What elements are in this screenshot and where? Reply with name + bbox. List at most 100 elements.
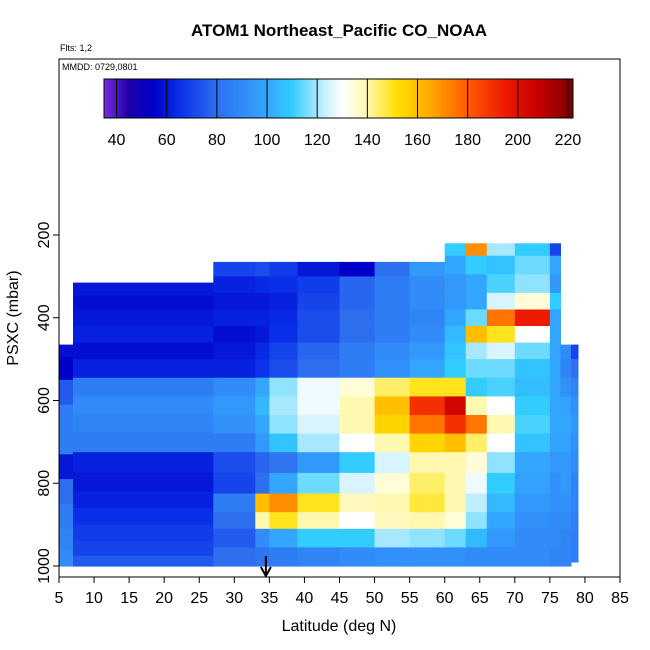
heatmap-cell: [570, 493, 579, 513]
plot-frame: [58, 58, 621, 578]
heatmap-cell: [374, 359, 411, 379]
heatmap-cell: [73, 524, 214, 542]
heatmap-cell: [486, 243, 516, 257]
heatmap-cell: [269, 472, 298, 495]
colorbar-segment: [150, 79, 155, 118]
heatmap-layer: [59, 243, 579, 567]
x-tick-label: 45: [331, 590, 349, 607]
colorbar-segment: [487, 79, 492, 118]
x-tick-label: 70: [506, 590, 524, 607]
x-tick-label: 30: [225, 590, 243, 607]
heatmap-cell: [409, 493, 446, 513]
heatmap-cell: [444, 547, 467, 567]
colorbar-segment: [385, 79, 389, 118]
heatmap-cell: [269, 309, 298, 327]
colorbar-segment: [441, 79, 445, 118]
colorbar-segment: [183, 79, 187, 118]
colorbar-segment: [432, 79, 436, 118]
colorbar-segment: [247, 79, 252, 118]
colorbar-segment: [341, 79, 345, 118]
colorbar-segment: [109, 79, 114, 118]
heatmap-cell: [486, 547, 516, 567]
heatmap-cell: [339, 433, 376, 453]
heatmap-cell: [374, 512, 411, 530]
colorbar-segment: [359, 79, 363, 118]
heatmap-cell: [514, 255, 551, 275]
heatmap-cell: [255, 359, 270, 379]
colorbar-segment: [479, 79, 483, 118]
colorbar-segment: [212, 79, 216, 118]
colorbar-tick-label: 180: [454, 132, 481, 149]
colorbar-segment: [549, 79, 553, 118]
heatmap-cell: [560, 344, 572, 360]
colorbar-tick-label: 200: [504, 132, 531, 149]
colorbar-segment: [276, 79, 281, 118]
heatmap-cell: [297, 261, 341, 277]
colorbar-segment: [329, 79, 334, 118]
heatmap-cell: [444, 512, 467, 530]
heatmap-cell: [213, 396, 256, 416]
colorbar-segment: [438, 79, 442, 118]
heatmap-cell: [514, 493, 551, 513]
heatmap-cell: [213, 472, 256, 495]
x-tick-label: 25: [190, 590, 208, 607]
colorbar-segment: [262, 79, 266, 118]
heatmap-cell: [213, 528, 256, 548]
heatmap-cell: [339, 342, 376, 360]
heatmap-cell: [339, 415, 376, 435]
colorbar-segment: [356, 79, 360, 118]
colorbar-segment: [253, 79, 257, 118]
heatmap-cell: [549, 472, 561, 495]
heatmap-cell: [514, 377, 551, 397]
heatmap-cell: [255, 472, 270, 495]
heatmap-cell: [549, 359, 561, 379]
heatmap-cell: [444, 415, 467, 435]
x-tick-label: 10: [85, 590, 103, 607]
heatmap-cell: [486, 512, 516, 530]
heatmap-cell: [486, 377, 516, 397]
heatmap-cell: [269, 377, 298, 397]
colorbar-segment: [186, 79, 190, 118]
heatmap-cell: [297, 309, 341, 327]
colorbar-segment: [218, 79, 222, 118]
heatmap-cell: [514, 292, 551, 311]
latitude-arrow-head: [259, 566, 272, 579]
heatmap-cell: [560, 547, 572, 567]
heatmap-cell: [374, 493, 411, 513]
colorbar-segment: [312, 79, 316, 118]
heatmap-cell: [213, 261, 256, 277]
x-tick-label: 75: [541, 590, 559, 607]
colorbar-segment: [490, 79, 495, 118]
heatmap-cell: [255, 528, 270, 548]
colorbar-segment: [455, 79, 460, 118]
heatmap-cell: [269, 452, 298, 474]
colorbar-segment: [502, 79, 507, 118]
heatmap-cell: [465, 342, 488, 360]
colorbar-tick-label: 80: [208, 132, 226, 149]
colorbar-segment: [139, 79, 143, 118]
heatmap-cell: [549, 243, 561, 257]
heatmap-cell: [570, 452, 579, 474]
heatmap-cell: [339, 261, 376, 277]
heatmap-cell: [486, 326, 516, 344]
heatmap-cell: [486, 452, 516, 474]
heatmap-cell: [409, 415, 446, 435]
heatmap-cell: [374, 452, 411, 474]
heatmap-cell: [73, 472, 214, 493]
colorbar-segment: [271, 79, 275, 118]
heatmap-cell: [297, 292, 341, 311]
heatmap-cell: [269, 326, 298, 344]
heatmap-cell: [514, 396, 551, 416]
colorbar-segment: [534, 79, 539, 118]
heatmap-cell: [297, 433, 341, 453]
colorbar-segment: [435, 79, 439, 118]
heatmap-cell: [73, 541, 214, 557]
heatmap-cell: [486, 359, 516, 379]
heatmap-cell: [444, 377, 467, 397]
heatmap-cell: [213, 433, 256, 453]
heatmap-cell: [465, 359, 488, 379]
heatmap-cell: [213, 377, 256, 397]
colorbar-segment: [118, 79, 123, 118]
x-axis-label: Latitude (deg N): [282, 618, 397, 635]
colorbar-segment: [124, 79, 128, 118]
